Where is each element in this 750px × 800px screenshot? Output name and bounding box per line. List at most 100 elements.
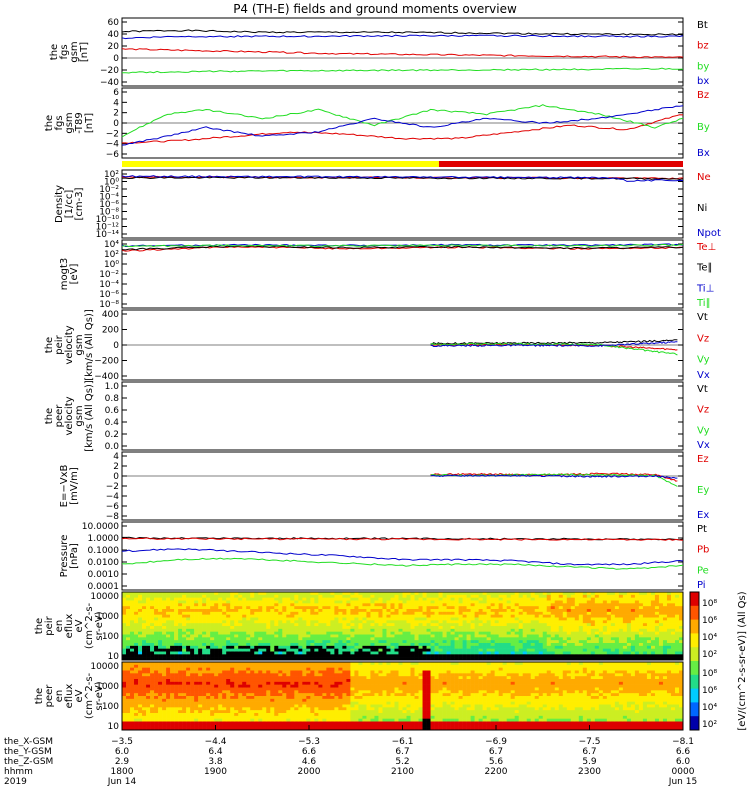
heatmap-cell — [134, 631, 139, 635]
heatmap-cell — [538, 654, 544, 658]
heatmap-cell — [198, 614, 203, 618]
heatmap-cell — [158, 600, 163, 604]
heatmap-cell — [318, 693, 323, 697]
heatmap-cell — [354, 651, 359, 655]
heatmap-cell — [322, 676, 327, 680]
heatmap-cell — [342, 623, 347, 627]
heatmap-cell — [410, 628, 415, 632]
heatmap-cell — [146, 609, 151, 613]
heatmap-cell — [590, 648, 596, 652]
heatmap-cell — [482, 620, 487, 624]
heatmap-cell — [662, 606, 668, 610]
heatmap-cell — [226, 631, 231, 635]
heatmap-cell — [554, 654, 560, 658]
heatmap-cell — [246, 676, 251, 680]
heatmap-cell — [134, 679, 139, 683]
heatmap-cell — [590, 594, 596, 598]
heatmap-cell — [326, 673, 331, 677]
heatmap-cell — [462, 634, 467, 638]
heatmap-cell — [350, 654, 355, 658]
heatmap-cell — [574, 634, 580, 638]
heatmap-cell — [398, 643, 403, 647]
heatmap-cell — [242, 696, 247, 700]
heatmap-cell — [670, 648, 676, 652]
heatmap-cell — [562, 594, 568, 598]
heatmap-cell — [154, 600, 159, 604]
heatmap-cell — [614, 651, 620, 655]
heatmap-cell — [350, 600, 355, 604]
heatmap-cell — [250, 651, 255, 655]
heatmap-cell — [670, 606, 676, 610]
heatmap-cell — [338, 606, 343, 610]
heatmap-cell — [218, 707, 223, 711]
heatmap-cell — [306, 681, 311, 685]
heatmap-cell — [122, 597, 127, 601]
heatmap-cell — [282, 721, 287, 725]
heatmap-cell — [646, 640, 652, 644]
heatmap-cell — [234, 614, 239, 618]
heatmap-cell — [414, 611, 419, 615]
heatmap-cell — [590, 617, 596, 621]
heatmap-cell — [182, 715, 187, 719]
heatmap-cell — [122, 698, 127, 702]
heatmap-cell — [254, 611, 259, 615]
heatmap-cell — [290, 707, 295, 711]
heatmap-cell — [310, 681, 315, 685]
heatmap-cell — [522, 620, 528, 624]
heatmap-cell — [666, 637, 672, 641]
heatmap-cell — [606, 594, 612, 598]
heatmap-cell — [158, 690, 163, 694]
heatmap-cell — [182, 687, 187, 691]
heatmap-cell — [214, 721, 219, 725]
heatmap-cell — [454, 614, 459, 618]
heatmap-cell — [306, 718, 311, 722]
heatmap-cell — [618, 648, 624, 652]
heatmap-cell — [230, 628, 235, 632]
heatmap-cell — [278, 718, 283, 722]
heatmap-cell — [166, 662, 171, 666]
heatmap-cell — [130, 611, 135, 615]
heatmap-cell — [270, 662, 275, 666]
heatmap-cell — [606, 614, 612, 618]
heatmap-cell — [246, 594, 251, 598]
heatmap-cell — [210, 718, 215, 722]
heatmap-cell — [614, 620, 620, 624]
heatmap-cell — [594, 645, 600, 649]
heatmap-cell — [206, 718, 211, 722]
heatmap-cell — [122, 626, 127, 630]
heatmap-cell — [238, 710, 243, 714]
heatmap-cell — [266, 623, 271, 627]
y-tick-label: 1.0000 — [88, 534, 120, 544]
heatmap-cell — [330, 614, 335, 618]
heatmap-cell — [554, 594, 560, 598]
heatmap-cell — [366, 606, 371, 610]
heatmap-cell — [238, 628, 243, 632]
heatmap-cell — [230, 693, 235, 697]
heatmap-cell — [222, 603, 227, 607]
heatmap-cell — [598, 631, 604, 635]
heatmap-cell — [150, 631, 155, 635]
heatmap-cell — [190, 676, 195, 680]
heatmap-cell — [638, 626, 644, 630]
heatmap-cell — [642, 640, 648, 644]
heatmap-cell — [130, 606, 135, 610]
heatmap-cell — [294, 690, 299, 694]
heatmap-cell — [146, 701, 151, 705]
heatmap-cell — [162, 606, 167, 610]
heatmap-cell — [282, 606, 287, 610]
heatmap-cell — [390, 611, 395, 615]
heatmap-cell — [382, 634, 387, 638]
heatmap-cell — [622, 620, 628, 624]
heatmap-cell — [206, 670, 211, 674]
heatmap-cell — [230, 679, 235, 683]
heatmap-cell — [614, 623, 620, 627]
heatmap-cell — [150, 657, 155, 661]
heatmap-cell — [258, 667, 263, 671]
heatmap-cell — [574, 597, 580, 601]
heatmap-cell — [266, 673, 271, 677]
heatmap-cell — [542, 611, 548, 615]
heatmap-cell — [210, 614, 215, 618]
heatmap-cell — [462, 637, 467, 641]
heatmap-cell — [326, 628, 331, 632]
heatmap-cell — [266, 637, 271, 641]
